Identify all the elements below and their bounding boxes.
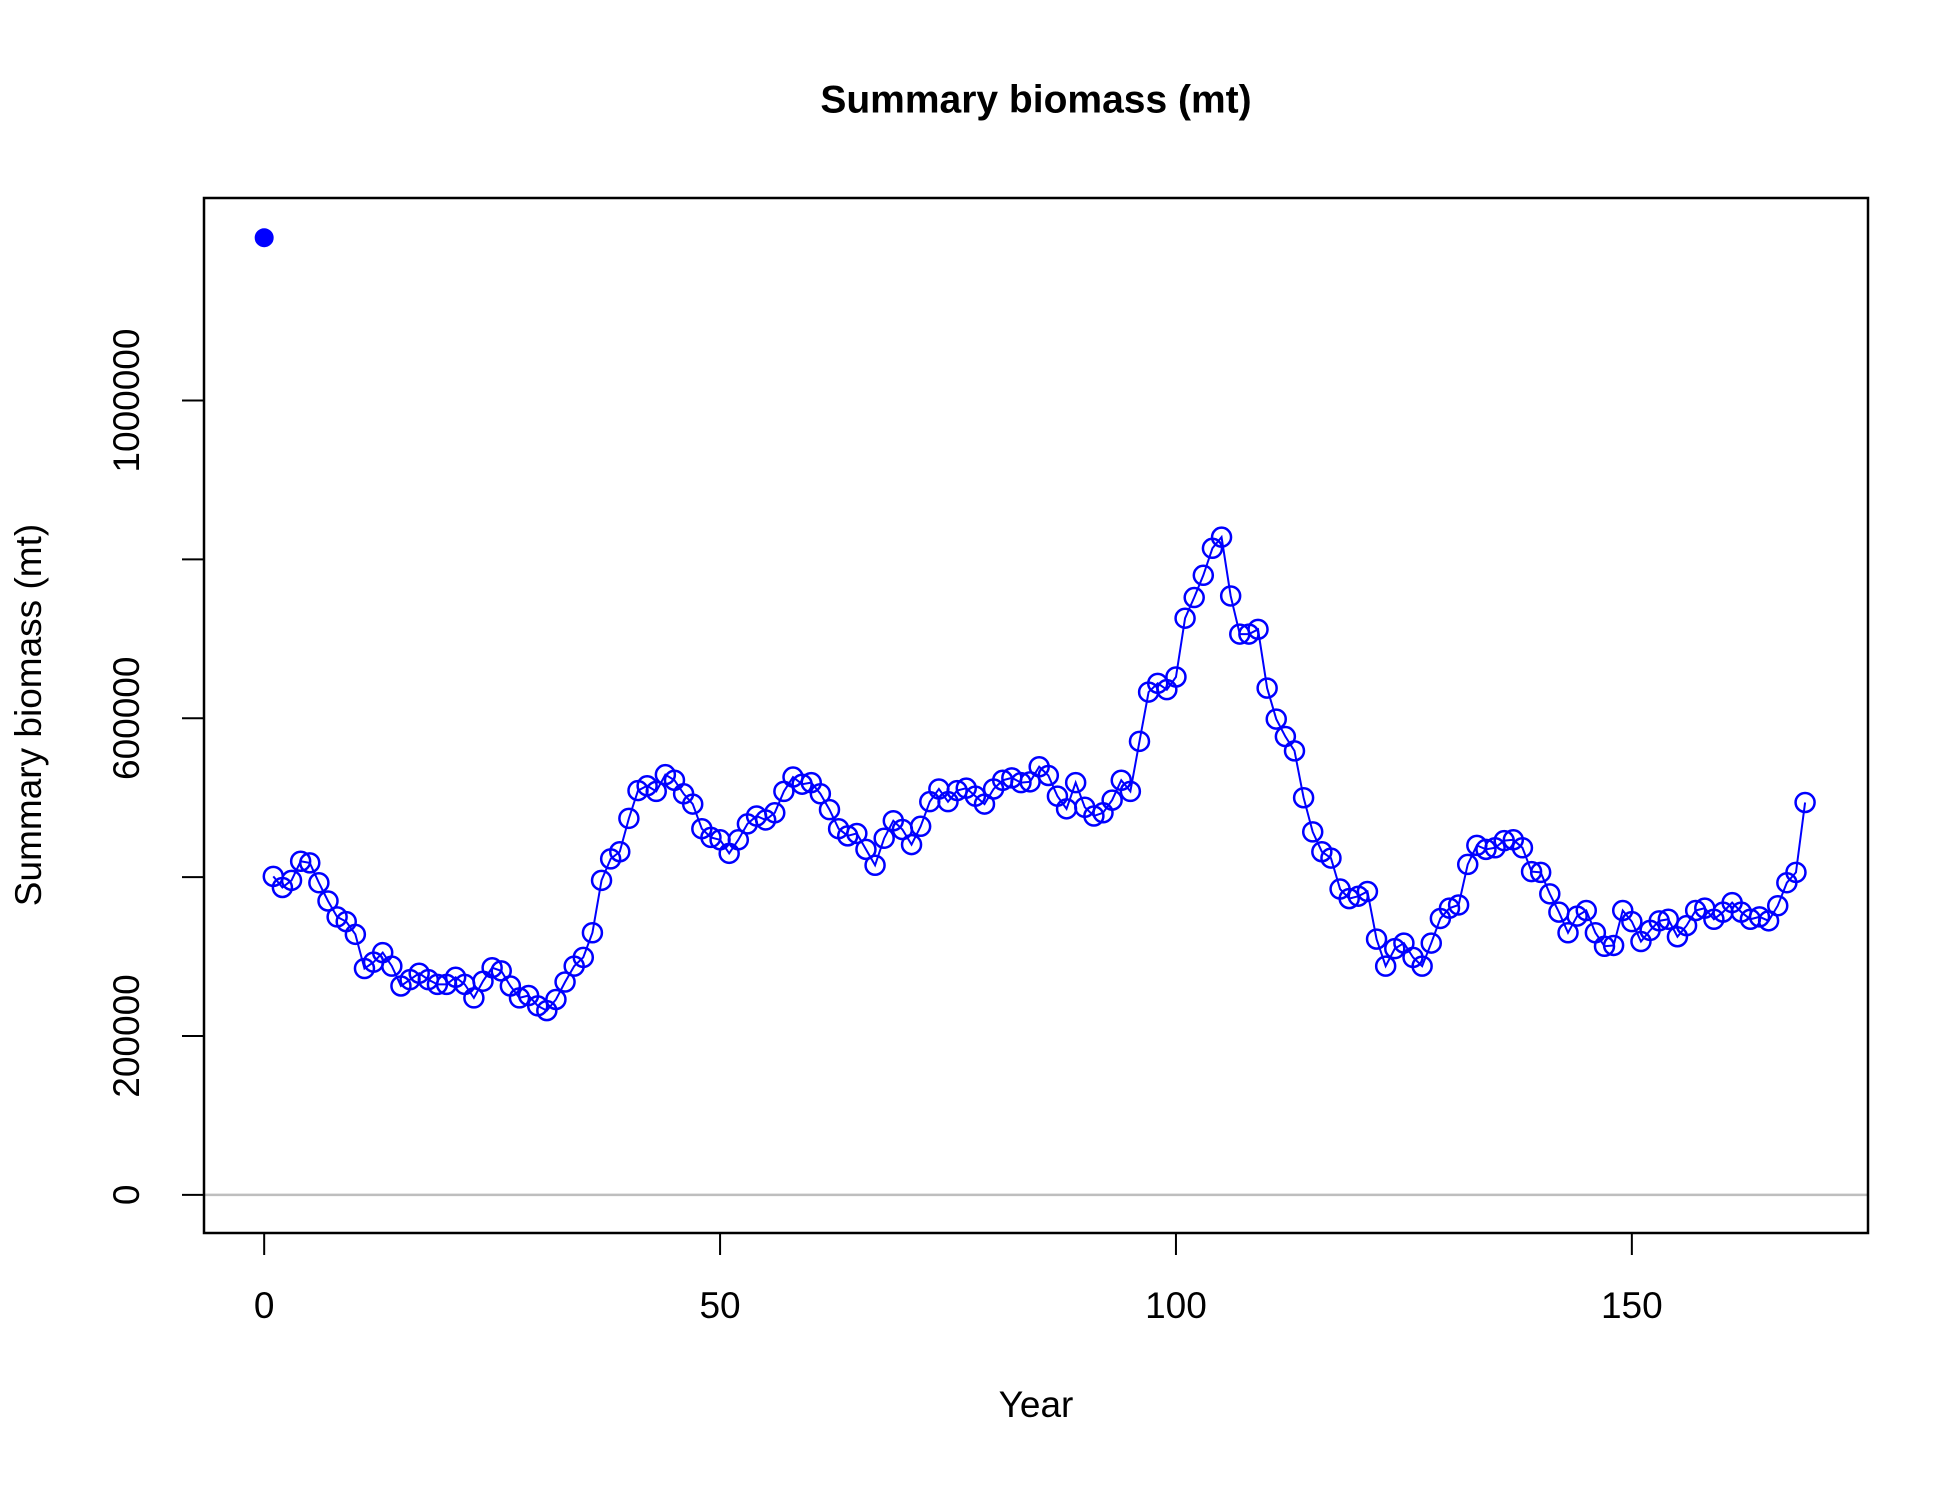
data-point <box>1192 564 1215 587</box>
data-point <box>1420 932 1443 954</box>
data-point <box>1338 887 1360 910</box>
data-point <box>463 987 485 1009</box>
data-point <box>581 921 604 944</box>
data-point <box>1301 821 1324 843</box>
data-point <box>818 798 841 821</box>
data-point <box>1247 618 1269 641</box>
data-point <box>1785 861 1807 884</box>
data-point <box>1210 526 1233 548</box>
data-point <box>289 850 312 873</box>
data-point <box>317 890 339 912</box>
y-tick-label: 0 <box>106 1185 147 1206</box>
data-point <box>1657 908 1680 930</box>
data-point <box>1265 708 1288 730</box>
data-point <box>1411 955 1433 977</box>
y-tick-label: 200000 <box>106 974 147 1097</box>
data-point <box>481 956 503 979</box>
data-point <box>1256 677 1278 699</box>
data-point <box>1456 853 1479 876</box>
data-point <box>1520 860 1543 883</box>
data-point <box>254 228 274 248</box>
data-point <box>1447 894 1470 916</box>
data-point <box>645 780 667 803</box>
data-point <box>791 773 813 795</box>
data-point <box>1511 837 1534 859</box>
x-tick-label: 0 <box>254 1285 275 1326</box>
data-point <box>1684 899 1707 922</box>
data-point <box>1183 586 1205 609</box>
data-point <box>1493 829 1515 852</box>
data-point <box>572 946 595 969</box>
data-point <box>618 807 640 830</box>
data-point <box>1101 789 1123 811</box>
data-point <box>1037 764 1060 787</box>
data-point <box>681 793 704 815</box>
data-point <box>727 829 750 851</box>
data-point <box>700 826 722 849</box>
data-point <box>280 869 303 892</box>
data-point <box>1575 899 1598 922</box>
data-point <box>590 869 613 892</box>
data-point <box>1602 934 1625 957</box>
data-point <box>1165 666 1187 688</box>
data-point <box>554 971 576 993</box>
data-point <box>508 987 531 1009</box>
plot-frame <box>202 196 1870 1235</box>
data-point <box>909 815 932 838</box>
data-point <box>1475 838 1497 861</box>
data-point <box>299 852 321 874</box>
data-point <box>1356 880 1379 903</box>
data-point <box>1064 771 1087 794</box>
data-point <box>1648 910 1670 932</box>
x-tick-label: 100 <box>1145 1285 1207 1326</box>
x-axis-label: Year <box>999 1384 1074 1425</box>
data-point <box>344 923 367 946</box>
data-point <box>545 988 567 1011</box>
data-point <box>809 782 832 805</box>
data-point <box>764 802 786 824</box>
data-point <box>1219 585 1242 607</box>
data-point <box>426 973 449 996</box>
data-point <box>864 854 886 876</box>
data-point <box>1320 847 1342 869</box>
data-point <box>1174 607 1196 629</box>
data-point <box>1438 897 1461 919</box>
data-point <box>1593 935 1616 958</box>
data-point <box>1621 910 1643 933</box>
data-point <box>308 871 330 894</box>
data-point <box>1794 791 1816 814</box>
y-axis-label: Summary biomass (mt) <box>8 524 49 906</box>
data-point <box>1529 861 1552 884</box>
y-tick-label: 1000000 <box>106 329 147 473</box>
data-point <box>1766 894 1789 917</box>
x-tick-label: 150 <box>1601 1285 1663 1326</box>
data-point <box>855 838 877 861</box>
data-point <box>1128 730 1151 753</box>
data-point <box>836 825 859 847</box>
chart-title: Summary biomass (mt) <box>820 78 1251 121</box>
data-point <box>1539 883 1561 905</box>
data-point <box>609 840 631 863</box>
data-point <box>1119 780 1142 803</box>
y-tick-label: 600000 <box>106 657 147 780</box>
data-point <box>1283 740 1306 762</box>
data-point <box>1365 928 1388 950</box>
x-tick-label: 50 <box>699 1285 740 1326</box>
data-point <box>1292 786 1315 809</box>
data-point <box>900 833 923 856</box>
data-point <box>873 827 895 849</box>
data-point <box>846 822 868 845</box>
data-point <box>1010 771 1032 794</box>
data-point <box>381 955 403 977</box>
data-point <box>1083 805 1105 827</box>
data-point <box>1557 921 1579 944</box>
data-point <box>1374 955 1397 977</box>
